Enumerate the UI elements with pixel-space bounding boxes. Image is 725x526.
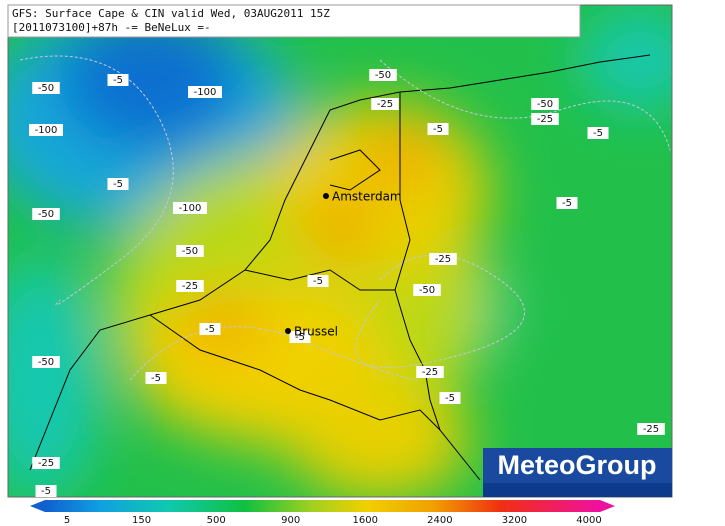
- contour-label-bg: [637, 423, 665, 435]
- contour-label-bg: [416, 366, 444, 378]
- colorbar-label: 900: [281, 515, 300, 526]
- colorbar-label: 4000: [576, 515, 601, 526]
- borders: [29, 54, 651, 481]
- contour-label: -25: [377, 99, 393, 110]
- contour-label-bg: [145, 372, 167, 384]
- colorbar-label: 2400: [427, 515, 452, 526]
- contour-label: -50: [182, 246, 198, 257]
- contour-label-bg: [35, 485, 57, 497]
- city-label: Brussel: [294, 325, 338, 339]
- colorbar-end: [600, 500, 615, 512]
- colorbar-label: 150: [132, 515, 151, 526]
- contour-label-bg: [531, 98, 559, 110]
- contour-label: -50: [38, 209, 54, 220]
- contour-label-bg: [107, 74, 129, 86]
- contour-label-bg: [413, 284, 441, 296]
- colorbar: [45, 500, 600, 512]
- contour-label: -50: [38, 357, 54, 368]
- contour-label: -5: [593, 128, 603, 139]
- contour-label: -5: [151, 373, 161, 384]
- city-label: Amsterdam: [332, 190, 402, 204]
- contour-label-bg: [307, 275, 329, 287]
- colorbar-label: 500: [207, 515, 226, 526]
- contour-label: -5: [313, 276, 323, 287]
- header-line: [2011073100]+87h -= BeNeLux =-: [12, 21, 211, 34]
- contour-label: -5: [562, 198, 572, 209]
- contour-label: -25: [435, 254, 451, 265]
- contour-label-bg: [32, 82, 60, 94]
- contour-label-bg: [29, 124, 63, 136]
- city-dot: [323, 193, 329, 199]
- contour-label-bg: [32, 208, 60, 220]
- contour-label: -5: [445, 393, 455, 404]
- contour-label-bg: [371, 98, 399, 110]
- contour-label: -100: [35, 125, 58, 136]
- contour-label-bg: [32, 457, 60, 469]
- contour-label: -25: [643, 424, 659, 435]
- colorbar-label: 1600: [353, 515, 378, 526]
- header-box: [7, 4, 581, 38]
- colorbar-label: 3200: [502, 515, 527, 526]
- logo-band: [483, 483, 672, 497]
- contour-label: -5: [433, 124, 443, 135]
- logo-text: MeteoGroup: [498, 450, 657, 480]
- contour-label: -5: [113, 179, 123, 190]
- contour-label: -25: [537, 114, 553, 125]
- map-field: [8, 5, 672, 497]
- contour-label-bg: [289, 331, 311, 343]
- contour-label: -5: [295, 332, 305, 343]
- contour-label: -25: [182, 281, 198, 292]
- contour-label: -5: [41, 486, 51, 497]
- contour-label: -100: [179, 203, 202, 214]
- contour-label-bg: [32, 356, 60, 368]
- contour-label: -5: [113, 75, 123, 86]
- contour-label: -50: [537, 99, 553, 110]
- contour-label-bg: [427, 123, 449, 135]
- contour-label-bg: [176, 245, 204, 257]
- colorbar-label: 5: [64, 515, 70, 526]
- city-dot: [285, 328, 291, 334]
- contour-label-bg: [199, 323, 221, 335]
- header-line: GFS: Surface Cape & CIN valid Wed, 03AUG…: [12, 7, 330, 20]
- contour-label: -25: [38, 458, 54, 469]
- contour-label-bg: [531, 113, 559, 125]
- contour-label: -50: [38, 83, 54, 94]
- colorbar-end: [30, 500, 45, 512]
- contour-label: -50: [375, 70, 391, 81]
- contour-label: -100: [194, 87, 217, 98]
- contour-label-bg: [107, 178, 129, 190]
- contour-label-bg: [587, 127, 609, 139]
- contour-label-bg: [369, 69, 397, 81]
- contour-label-bg: [556, 197, 578, 209]
- contour-label: -25: [422, 367, 438, 378]
- contour-label-bg: [439, 392, 461, 404]
- contour-label: -50: [419, 285, 435, 296]
- contour-label: -5: [205, 324, 215, 335]
- contour-label-bg: [176, 280, 204, 292]
- contour-label-bg: [188, 86, 222, 98]
- contour-label-bg: [173, 202, 207, 214]
- contour-label-bg: [429, 253, 457, 265]
